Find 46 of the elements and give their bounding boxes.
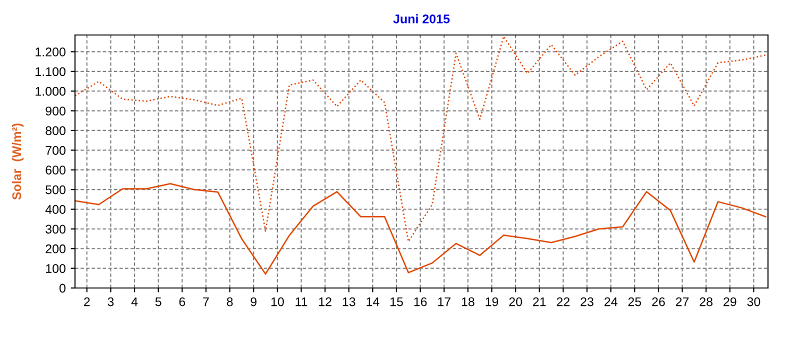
y-tick-label: 1.200 xyxy=(36,48,66,56)
y-tick-label: 900 xyxy=(46,106,66,116)
x-tick-label: 13 xyxy=(342,297,356,306)
x-tick-label: 3 xyxy=(108,297,114,306)
x-tick-label: 6 xyxy=(179,297,186,306)
y-tick-label: 300 xyxy=(46,224,66,234)
y-tick-label: 800 xyxy=(46,126,66,136)
y-tick-label: 1.100 xyxy=(36,67,66,76)
y-tick-label: 0 xyxy=(60,284,66,293)
x-tick-label: 5 xyxy=(155,297,162,306)
y-axis-title: Solar (W/m²) xyxy=(12,124,24,200)
x-tick-label: 24 xyxy=(604,297,618,306)
y-tick-label: 1.000 xyxy=(36,86,66,96)
y-tick-label: 200 xyxy=(46,244,66,254)
line-series xyxy=(75,182,766,275)
x-tick-label: 30 xyxy=(747,297,760,306)
x-tick-label: 20 xyxy=(509,297,522,306)
x-tick-label: 7 xyxy=(203,297,209,306)
x-tick-label: 8 xyxy=(226,297,233,306)
x-tick-label: 4 xyxy=(131,297,138,306)
x-tick-label: 27 xyxy=(676,297,689,306)
chart-title: Juni 2015 xyxy=(393,14,450,24)
x-tick-label: 25 xyxy=(628,297,642,306)
x-tick-label: 26 xyxy=(652,297,665,306)
y-tick-label: 700 xyxy=(46,146,66,155)
x-tick-label: 19 xyxy=(486,297,498,306)
y-tick-label: 500 xyxy=(46,185,66,194)
x-tick-label: 12 xyxy=(319,297,332,306)
y-tick-label: 600 xyxy=(46,166,66,175)
x-tick-label: 9 xyxy=(250,297,256,306)
x-tick-label: 15 xyxy=(390,297,403,306)
x-tick-label: 21 xyxy=(533,297,546,306)
x-tick-label: 22 xyxy=(556,297,570,306)
x-tick-label: 2 xyxy=(84,297,90,306)
y-tick-label: 400 xyxy=(45,205,66,214)
x-tick-label: 10 xyxy=(271,297,284,306)
x-tick-label: 23 xyxy=(580,297,594,306)
x-tick-label: 18 xyxy=(462,297,474,306)
x-tick-label: 29 xyxy=(724,297,736,306)
y-tick-label: 100 xyxy=(46,264,66,273)
x-tick-label: 11 xyxy=(296,297,308,306)
x-tick-label: 28 xyxy=(700,297,712,306)
line-series xyxy=(75,36,766,242)
x-tick-label: 17 xyxy=(438,297,450,306)
x-tick-label: 16 xyxy=(414,297,427,306)
x-tick-label: 14 xyxy=(366,297,380,306)
